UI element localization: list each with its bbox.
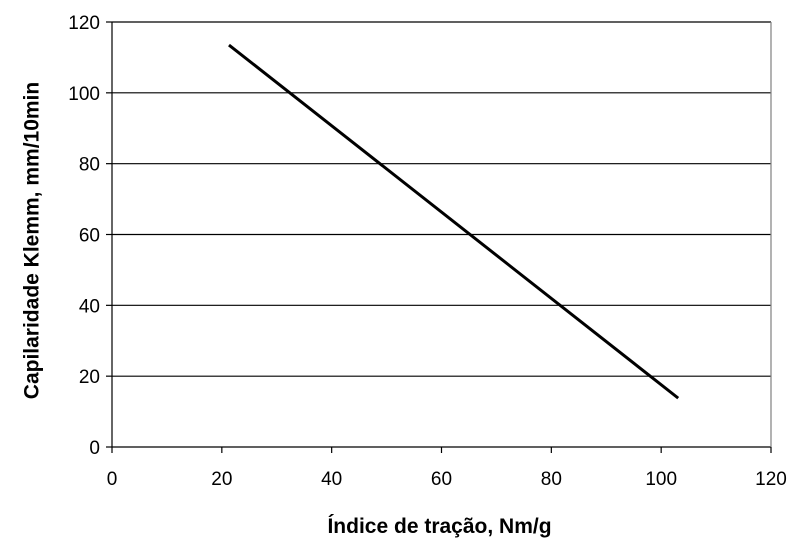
x-tick-label: 100	[645, 469, 677, 490]
x-tick-label: 120	[755, 469, 787, 490]
y-tick-label: 20	[79, 367, 100, 388]
x-tick-label: 80	[541, 469, 562, 490]
y-tick-label: 0	[89, 438, 100, 459]
gridlines	[112, 21, 771, 377]
x-tick-label: 20	[211, 469, 232, 490]
y-axis-title: Capilaridade Klemm, mm/10min	[21, 82, 44, 399]
y-tick-label: 100	[68, 84, 100, 105]
tick-marks	[106, 21, 772, 453]
y-tick-label: 80	[79, 155, 100, 176]
x-tick-label: 60	[431, 469, 452, 490]
series-layer	[228, 43, 680, 400]
x-axis-title: Índice de tração, Nm/g	[327, 515, 551, 538]
x-tick-label: 40	[321, 469, 342, 490]
y-tick-label: 60	[79, 226, 100, 247]
y-tick-labels: 0 20 40 60 80 100 120	[68, 13, 100, 459]
y-tick-label: 120	[68, 13, 100, 34]
x-tick-labels: 0 20 40 60 80 100 120	[107, 469, 787, 490]
series-line-0	[228, 43, 680, 400]
y-tick-label: 40	[79, 296, 100, 317]
x-tick-label: 0	[107, 469, 118, 490]
